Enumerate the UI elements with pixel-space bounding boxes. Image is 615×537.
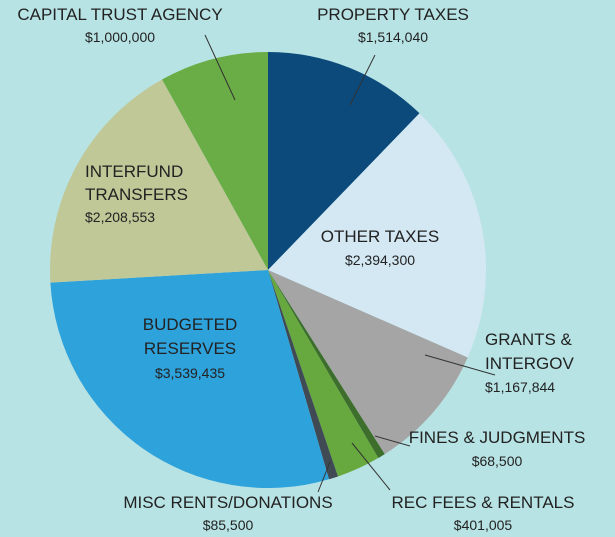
slice-label: REC FEES & RENTALS [392,493,575,512]
slice-label: OTHER TAXES [321,227,439,246]
leader-line [351,442,391,491]
pie-slice [50,79,268,283]
leader-line [374,435,411,447]
pie-slice [268,270,468,455]
slice-label: FINES & JUDGMENTS [409,428,586,447]
slice-label: CAPITAL TRUST AGENCY [17,5,222,24]
slice-label: MISC RENTS/DONATIONS [123,493,332,512]
pie-slice [162,52,268,270]
slice-label: INTERFUND TRANSFERS [85,162,188,204]
pie-slice [268,270,385,459]
slice-label: GRANTS & INTERGOV [485,330,574,373]
pie-slice [50,270,329,488]
value-label: $1,167,844 [485,379,555,395]
leader-line [204,34,236,101]
value-label: $1,514,040 [358,29,428,45]
value-label: $2,208,553 [85,209,155,225]
value-label: $85,500 [203,517,254,533]
pie-slice [268,52,420,270]
slice-label: PROPERTY TAXES [317,5,469,24]
value-label: $68,500 [472,453,523,469]
value-label: $401,005 [454,517,513,533]
pie-slice [268,270,379,477]
pie-slice [268,270,338,480]
value-label: $3,539,435 [155,365,225,381]
leader-line [424,354,496,376]
value-label: $1,000,000 [85,29,155,45]
leader-line [317,461,331,493]
slice-label: BUDGETED RESERVES [143,315,237,358]
value-label: $2,394,300 [345,252,415,268]
leader-line [349,54,376,106]
pie-slice [268,113,487,358]
